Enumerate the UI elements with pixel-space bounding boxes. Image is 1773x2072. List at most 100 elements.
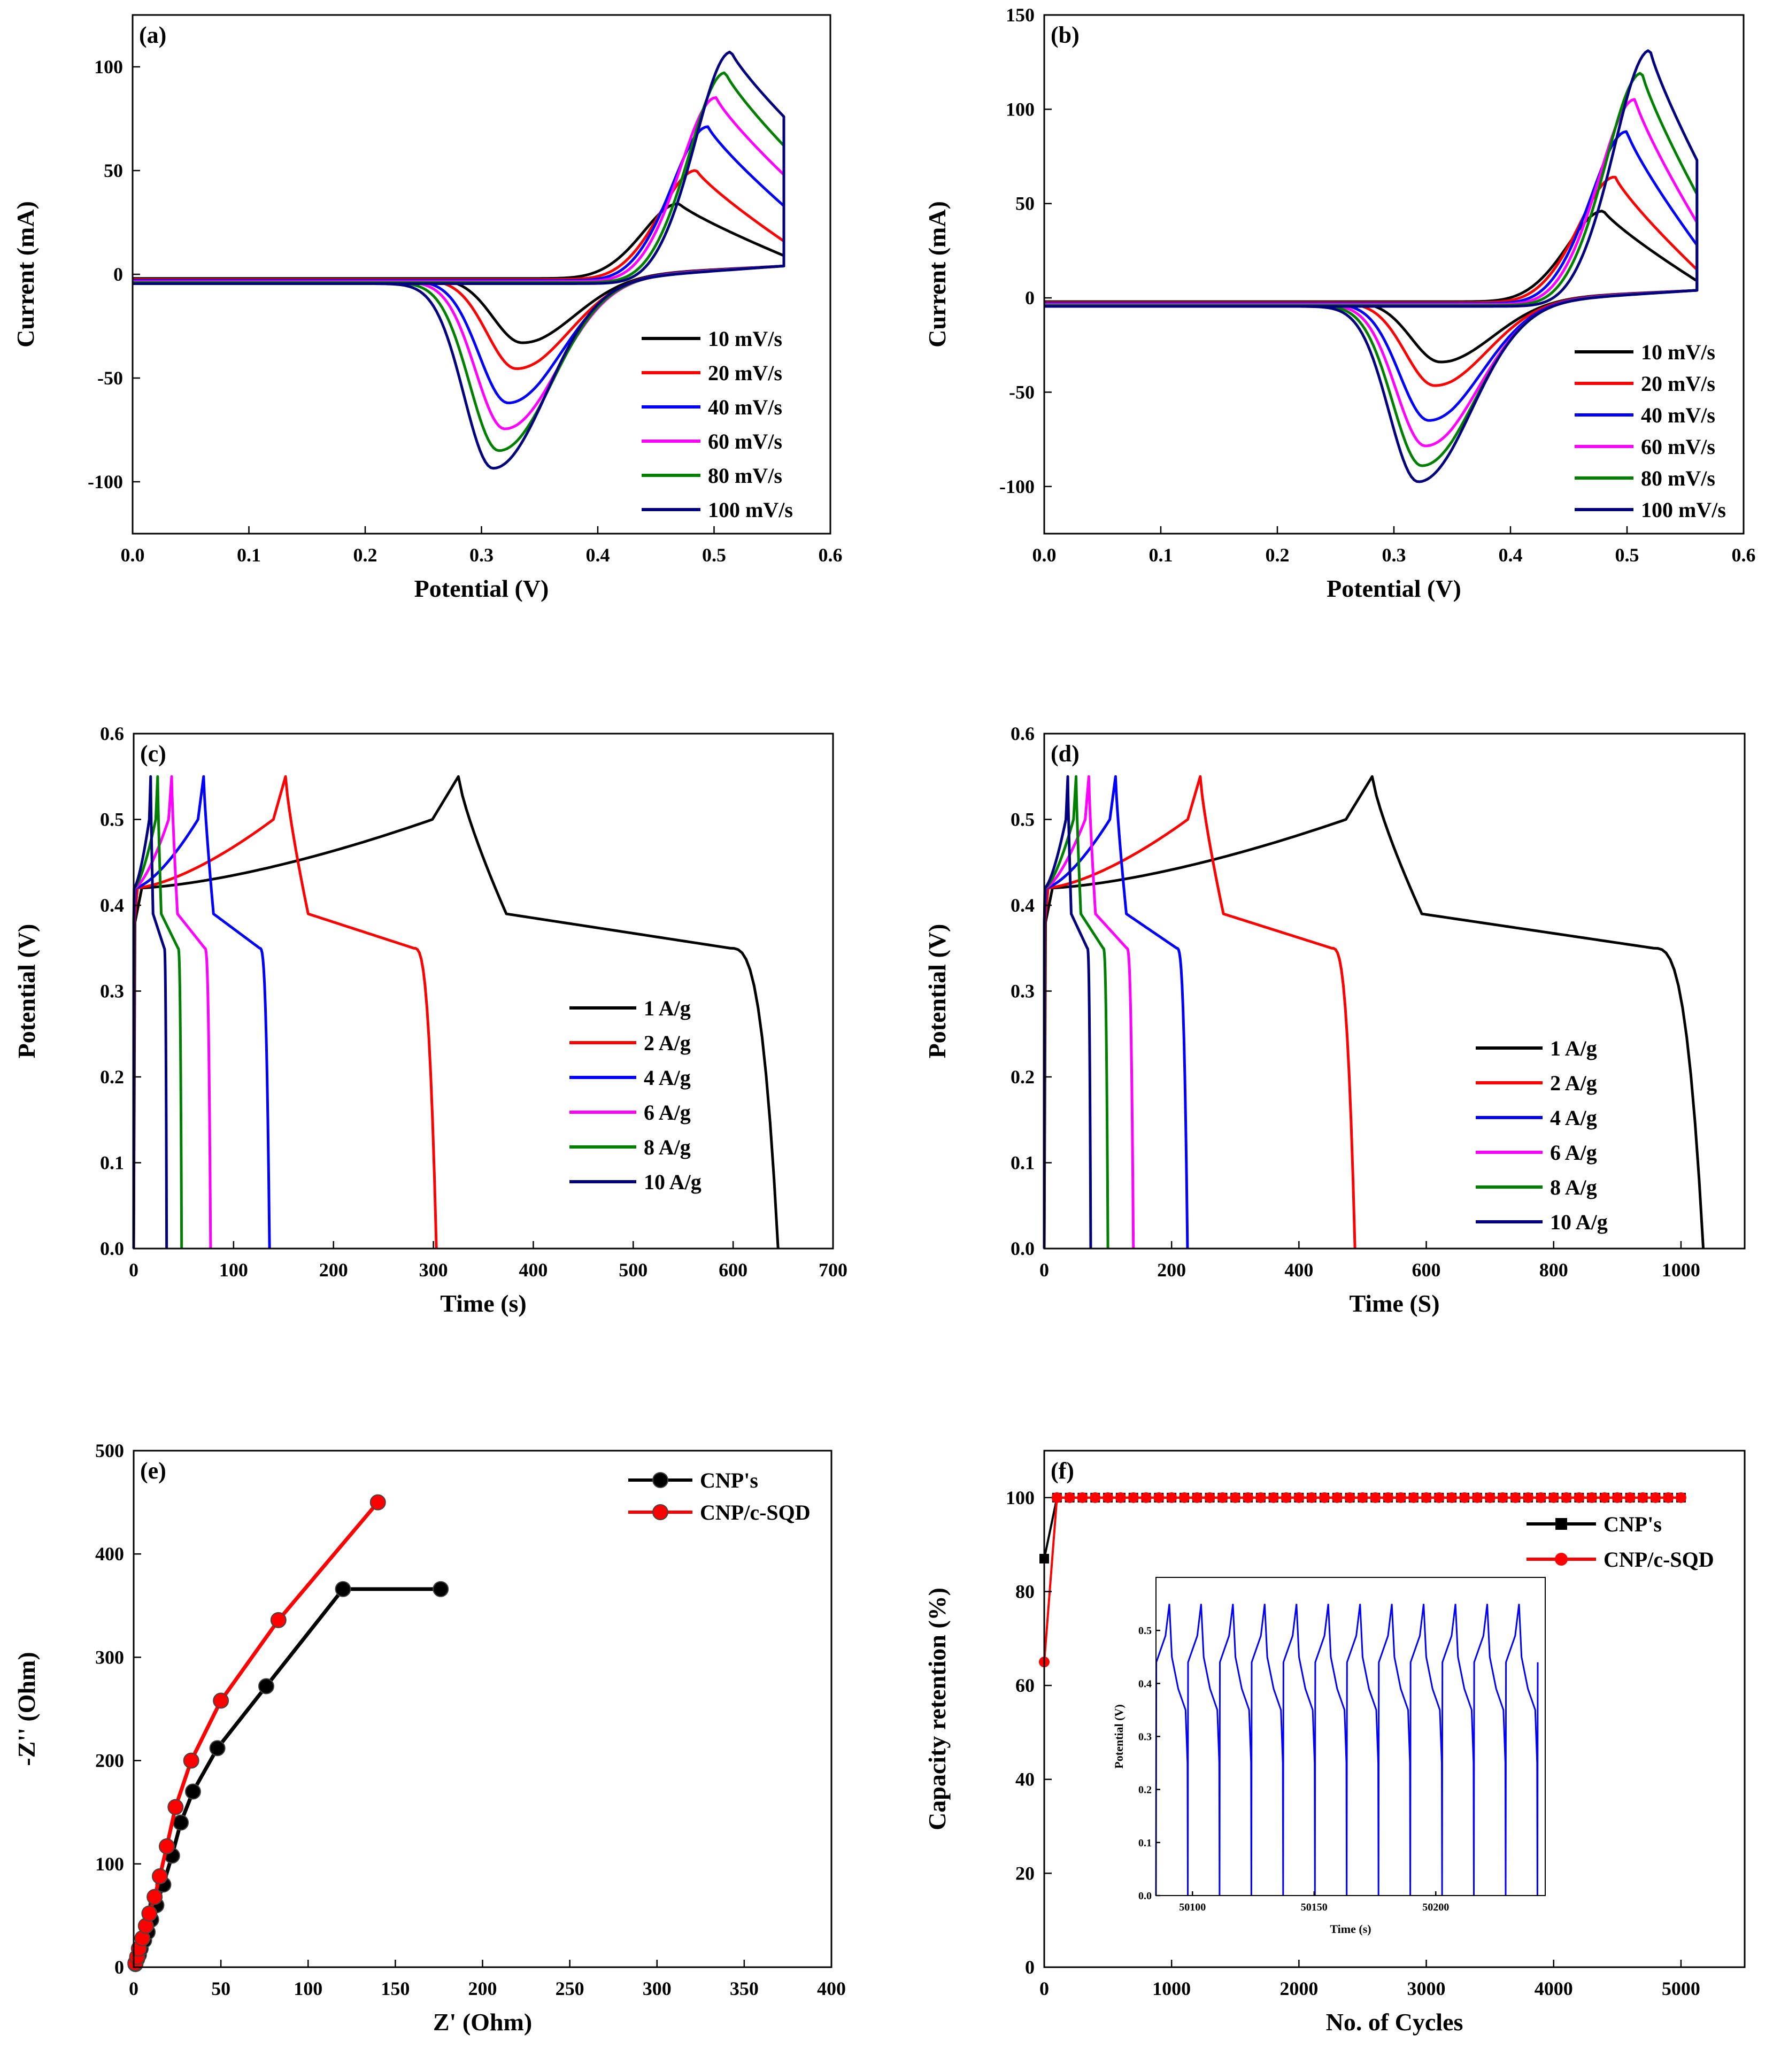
y-tick-label: 0.5 [100, 809, 124, 830]
y-tick-label: -100 [88, 471, 123, 492]
series-line-80-mV-s [133, 71, 785, 452]
x-tick-label: 50 [211, 1978, 230, 1999]
data-point [1433, 1492, 1445, 1503]
data-point [1153, 1492, 1165, 1503]
x-tick-label: 0.3 [469, 544, 494, 566]
series-line-60-mV-s [133, 96, 785, 430]
data-point [1331, 1492, 1343, 1503]
data-point [1255, 1492, 1266, 1503]
data-point [1090, 1492, 1101, 1503]
series-line-10-A-g [1043, 775, 1092, 1249]
x-tick-label: 4000 [1535, 1978, 1573, 1999]
chart-panel-b: 0.0 0.1 0.2 0.3 0.4 0.5 0.6 -100 -50 0 50 100 150 Pot… [923, 4, 1756, 602]
legend-marker [652, 1504, 668, 1520]
data-point [1115, 1492, 1126, 1503]
y-tick-label: 50 [1015, 193, 1035, 214]
y-tick-label: 0.6 [100, 723, 124, 744]
data-point [1064, 1492, 1075, 1503]
x-tick-label: 0.2 [1266, 544, 1290, 566]
legend-label: 10 mV/s [708, 327, 782, 351]
data-point [1624, 1492, 1636, 1503]
y-tick-label: 100 [94, 56, 123, 78]
series-line-60-mV-s [1044, 98, 1699, 448]
x-tick-label: 0 [1039, 1259, 1049, 1281]
plot-frame [1043, 733, 1746, 1250]
y-tick-label: -50 [1009, 381, 1035, 403]
data-point [147, 1889, 163, 1905]
data-point [1599, 1492, 1610, 1503]
y-axis-title: Capacity retention (%) [923, 1588, 951, 1830]
panel-label: (f) [1051, 1458, 1074, 1484]
plot-frame [1043, 14, 1745, 535]
x-tick-label: 1000 [1152, 1978, 1191, 1999]
legend-label: 4 A/g [1550, 1106, 1597, 1130]
series-line-100-mV-s [1044, 49, 1699, 483]
legend-label: 100 mV/s [1641, 498, 1726, 522]
panel-label: (b) [1051, 22, 1080, 48]
data-point [1446, 1492, 1458, 1503]
x-tick-label: 300 [419, 1259, 448, 1281]
series-line-100-mV-s [133, 50, 785, 470]
panel-label: (e) [140, 1458, 166, 1484]
x-axis-title: Potential (V) [414, 575, 549, 602]
data-point [1230, 1492, 1241, 1503]
y-tick-label: 0.2 [100, 1066, 124, 1088]
data-point [1243, 1492, 1254, 1503]
x-tick-label: 500 [619, 1259, 647, 1281]
data-point [1408, 1492, 1419, 1503]
series-line-1-A-g [132, 775, 780, 1249]
data-point [1497, 1492, 1508, 1503]
data-point [1140, 1492, 1152, 1503]
series-line-2-A-g [1043, 775, 1356, 1249]
data-point [1319, 1492, 1330, 1503]
x-tick-label: 50200 [1422, 1901, 1449, 1913]
chart-panel-c: 0 100 200 300 400 500 600 700 0.0 0.1 0.2 0.3 0.4 0.5… [13, 723, 847, 1317]
plot-frame [133, 1450, 832, 1968]
data-point [258, 1678, 274, 1694]
y-tick-label: 0.4 [1011, 895, 1035, 916]
legend-label: 40 mV/s [708, 395, 782, 419]
legend-label: 4 A/g [644, 1066, 691, 1090]
series-line-2-A-g [132, 775, 438, 1249]
y-tick-label: 50 [104, 160, 123, 181]
x-tick-label: 0.5 [702, 544, 726, 566]
x-axis-title: Time (s) [440, 1290, 526, 1317]
x-tick-label: 50100 [1179, 1901, 1206, 1913]
data-point [1535, 1492, 1546, 1503]
data-point [1612, 1492, 1623, 1503]
series-line-80-mV-s [1044, 72, 1699, 467]
x-tick-label: 0.1 [1149, 544, 1173, 566]
y-tick-label: 100 [95, 1853, 124, 1875]
x-tick-label: 0.4 [1499, 544, 1523, 566]
x-tick-label: 200 [468, 1978, 497, 1999]
y-tick-label: 0.0 [100, 1238, 124, 1259]
y-tick-label: 200 [95, 1750, 124, 1771]
y-tick-label: 0.0 [1138, 1890, 1152, 1902]
data-point [1395, 1492, 1406, 1503]
data-point [1051, 1492, 1062, 1503]
x-tick-label: 150 [381, 1978, 410, 1999]
x-tick-label: 700 [819, 1259, 847, 1281]
inset-background [1156, 1577, 1545, 1896]
x-tick-label: 5000 [1662, 1978, 1700, 1999]
x-tick-label: 0.0 [1032, 544, 1057, 566]
inset-chart: 50100 50150 50200 0.0 0.1 0.2 0.3 0.4 0.5 Time (s… [1112, 1577, 1546, 1936]
x-tick-label: 0.2 [353, 544, 377, 566]
y-tick-label: 300 [95, 1646, 124, 1668]
data-point [1484, 1492, 1496, 1503]
data-point [1471, 1492, 1483, 1503]
data-point [209, 1740, 226, 1757]
chart-panel-d: 0 200 400 600 800 1000 0.0 0.1 0.2 0.3 0.4 0.5 0.6 Ti… [923, 723, 1746, 1317]
y-tick-label: 500 [95, 1440, 124, 1461]
x-axis-title: Z' (Ohm) [433, 2008, 532, 2036]
x-tick-label: 0.1 [237, 544, 261, 566]
plot-frame [1043, 1450, 1746, 1968]
legend-label: CNP/c-SQD [700, 1500, 811, 1524]
data-point [1268, 1492, 1279, 1503]
legend-label: 40 mV/s [1641, 403, 1715, 427]
legend-marker [1555, 1518, 1567, 1530]
x-tick-label: 0.6 [819, 544, 843, 566]
x-tick-label: 0 [129, 1259, 138, 1281]
data-point [167, 1799, 184, 1815]
y-tick-label: 40 [1015, 1769, 1035, 1790]
